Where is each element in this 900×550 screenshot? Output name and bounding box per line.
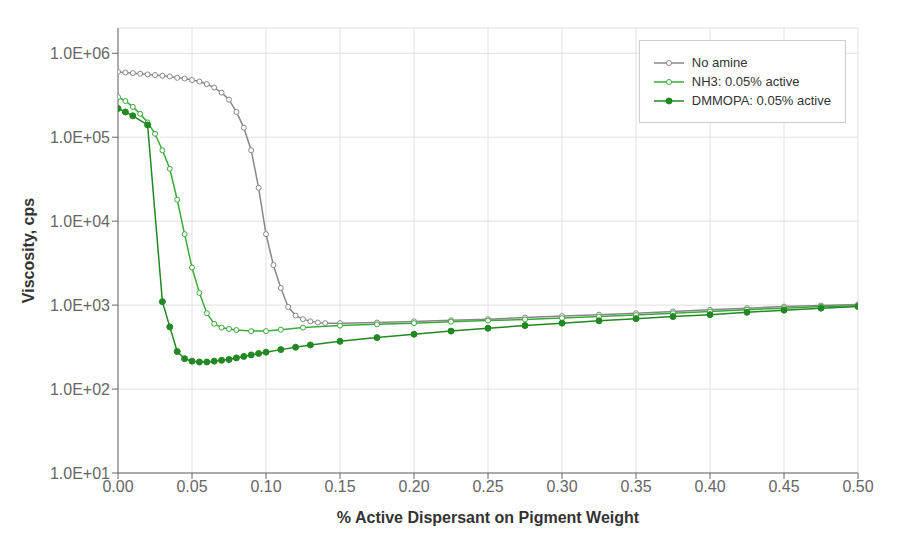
svg-text:0.50: 0.50 — [842, 478, 873, 495]
svg-text:% Active Dispersant on Pigment: % Active Dispersant on Pigment Weight — [337, 509, 640, 526]
svg-text:1.0E+05: 1.0E+05 — [50, 129, 110, 146]
svg-text:0.35: 0.35 — [620, 478, 651, 495]
svg-text:0.25: 0.25 — [472, 478, 503, 495]
html-text:No amine: No amine — [691, 55, 748, 70]
svg-text:1.0E+04: 1.0E+04 — [50, 213, 110, 230]
svg-text:1.0E+06: 1.0E+06 — [50, 45, 110, 62]
svg-text:0.20: 0.20 — [398, 478, 429, 495]
html-text:DMMOPA: 0.05% active: DMMOPA: 0.05% active — [691, 93, 831, 108]
svg-text:0.30: 0.30 — [546, 478, 577, 495]
svg-text:0.00: 0.00 — [102, 478, 134, 496]
svg-text:1.0E+03: 1.0E+03 — [50, 297, 110, 314]
svg-text:0.10: 0.10 — [250, 478, 281, 495]
svg-text:0.15: 0.15 — [324, 478, 355, 495]
svg-text:1.0E+01: 1.0E+01 — [50, 465, 110, 482]
svg-text:0.05: 0.05 — [176, 478, 207, 495]
html-text:NH3: 0.05% active: NH3: 0.05% active — [691, 74, 800, 89]
svg-text:0.40: 0.40 — [694, 478, 725, 495]
svg-text:Viscosity, cps: Viscosity, cps — [20, 198, 37, 303]
svg-text:1.0E+02: 1.0E+02 — [50, 381, 110, 398]
svg-text:0.45: 0.45 — [768, 478, 799, 495]
